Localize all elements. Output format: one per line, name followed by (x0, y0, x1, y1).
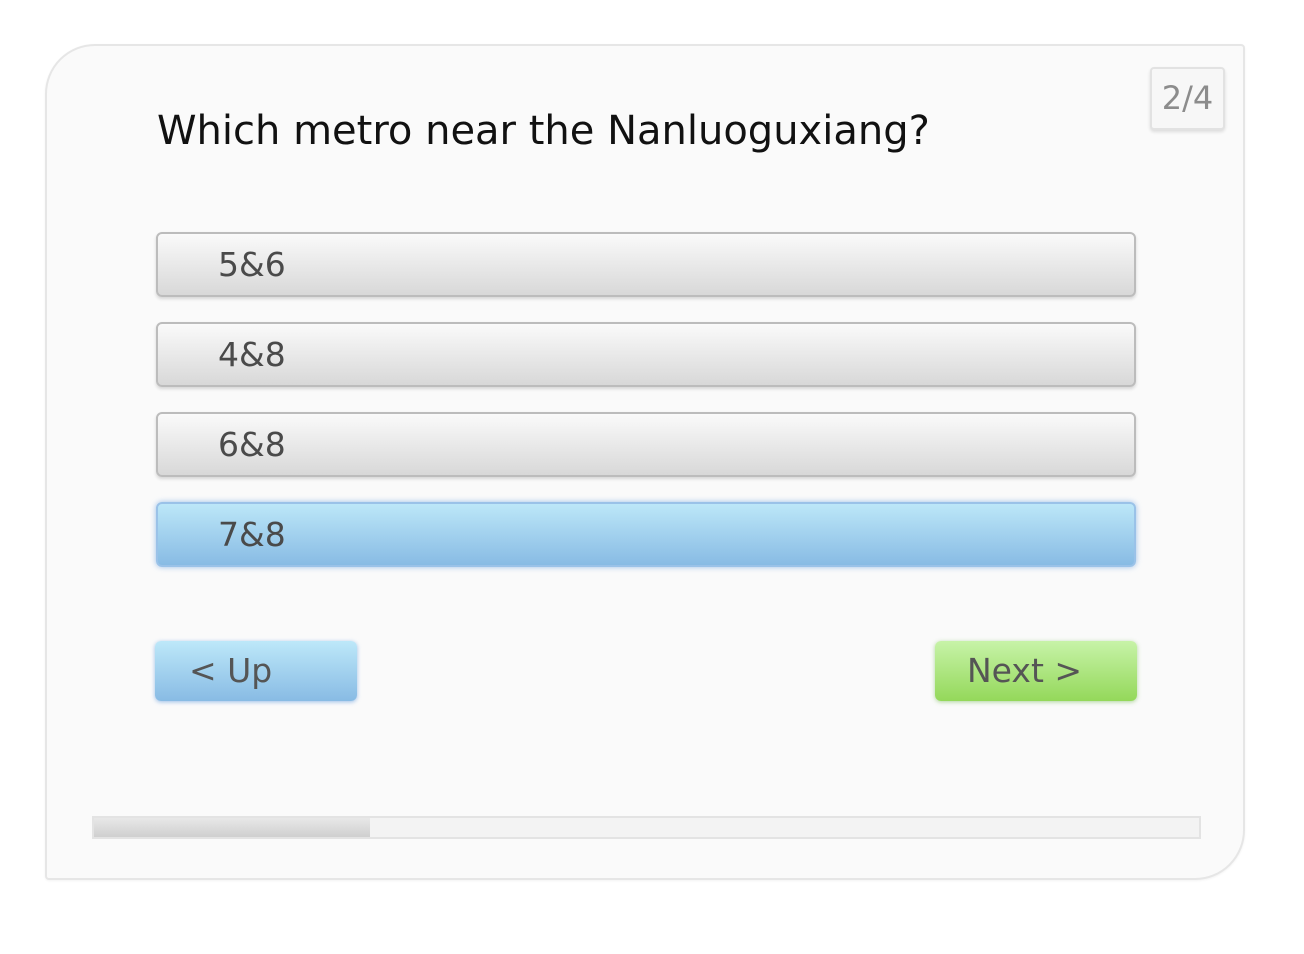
answer-options: 5&6 4&8 6&8 7&8 (156, 232, 1136, 592)
next-button[interactable]: Next > (935, 641, 1137, 701)
answer-option-2[interactable]: 4&8 (156, 322, 1136, 387)
answer-option-4[interactable]: 7&8 (156, 502, 1136, 567)
answer-option-label: 7&8 (218, 515, 286, 554)
answer-option-label: 4&8 (218, 335, 286, 374)
question-counter: 2/4 (1150, 67, 1225, 130)
answer-option-3[interactable]: 6&8 (156, 412, 1136, 477)
question-text: Which metro near the Nanluoguxiang? (157, 108, 930, 154)
progress-bar-fill (94, 818, 371, 837)
up-button[interactable]: < Up (155, 641, 357, 701)
answer-option-label: 6&8 (218, 425, 286, 464)
answer-option-1[interactable]: 5&6 (156, 232, 1136, 297)
progress-bar (92, 816, 1201, 839)
answer-option-label: 5&6 (218, 245, 286, 284)
